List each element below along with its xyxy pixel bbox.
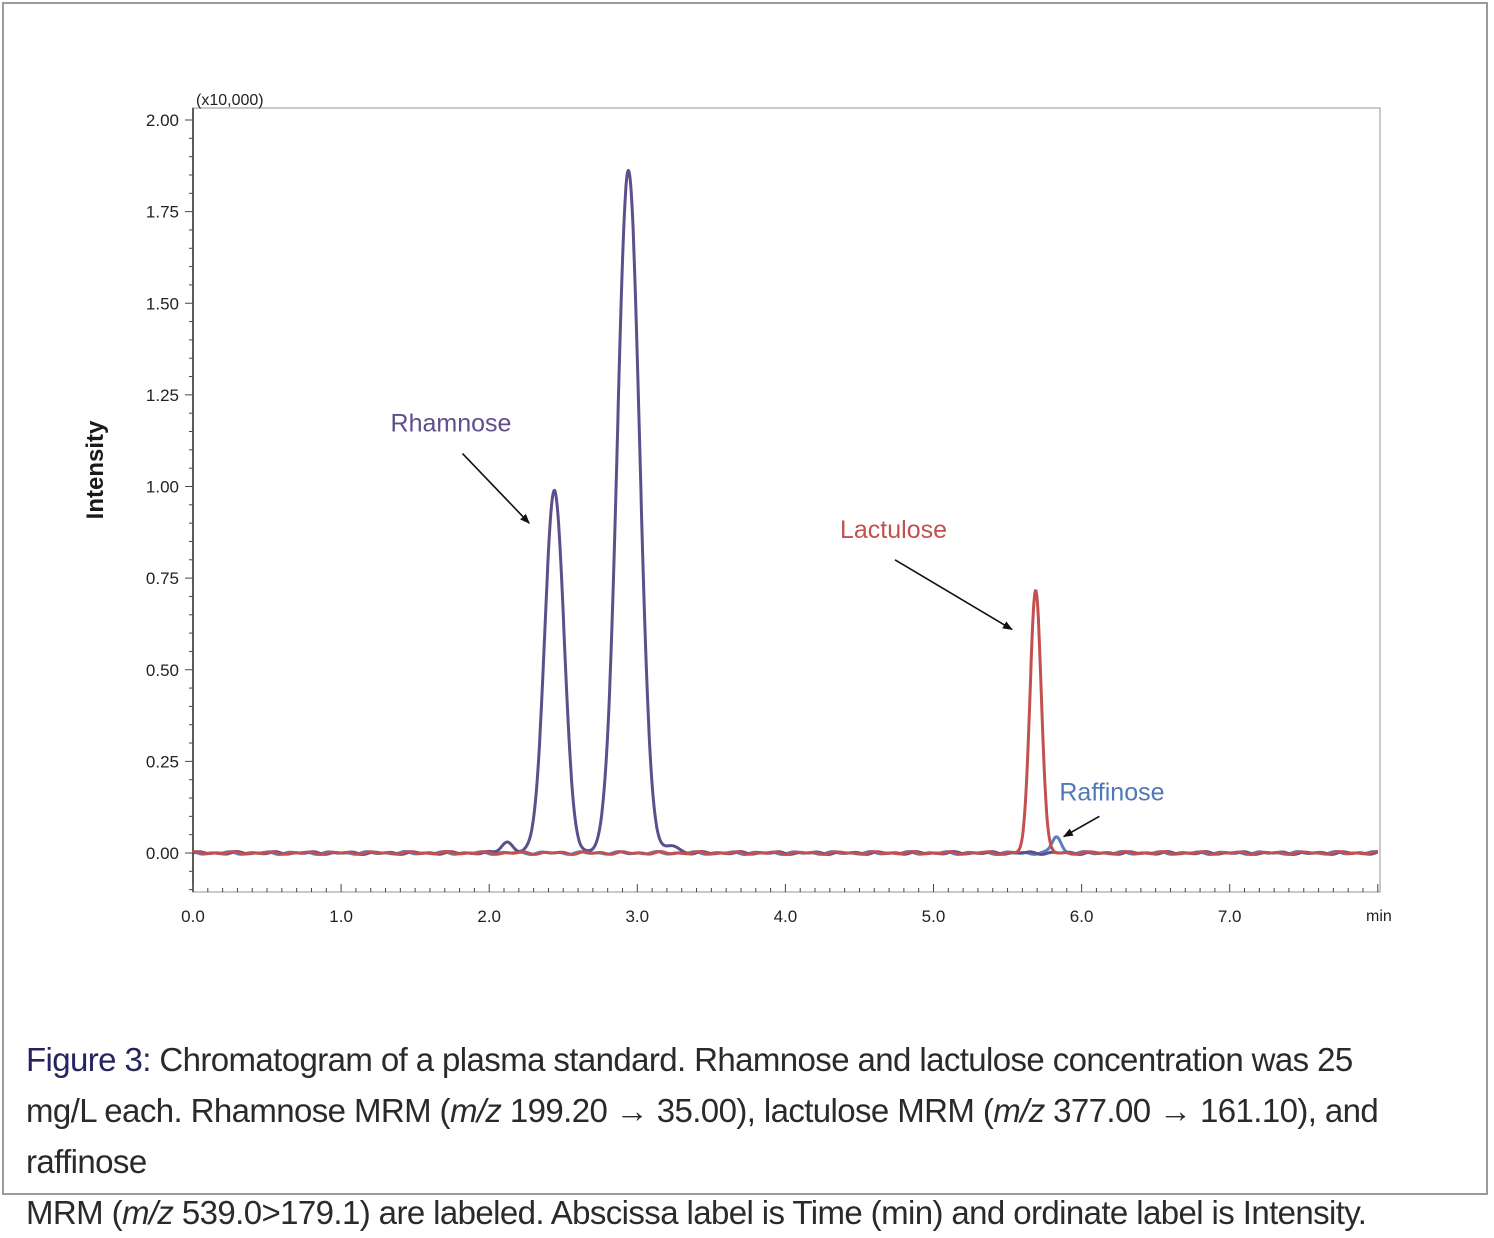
y-tick-label: 1.25 [146, 386, 179, 405]
x-tick-label: 5.0 [922, 907, 946, 926]
x-tick-label: 0.0 [181, 907, 205, 926]
y-tick-label: 1.00 [146, 478, 179, 497]
x-tick-label: 6.0 [1070, 907, 1094, 926]
series-line-rhamnose [192, 169, 1379, 856]
y-tick-label: 0.75 [146, 569, 179, 588]
plot-area [192, 107, 1381, 893]
caption-line2c: 377.00 → 161.10), and raffinose [26, 1092, 1379, 1180]
y-axis-label: Intensity [82, 420, 109, 519]
caption-line2b: 199.20 → 35.00), lactulose MRM ( [501, 1092, 994, 1129]
y-tick-label: 1.50 [146, 294, 179, 313]
caption-line3b: 539.0>179.1) are labeled. Abscissa label… [173, 1194, 1367, 1231]
annotation-label-raffinose: Raffinose [1059, 778, 1164, 806]
axis-ticks: 0.00 0.25 0.50 0.75 1.00 1.25 1.50 1.75 2.00 0.0 1… [146, 111, 1379, 926]
y-tick-label: 0.25 [146, 752, 179, 771]
annotation-label-lactulose: Lactulose [840, 516, 947, 544]
x-tick-label: 3.0 [625, 907, 649, 926]
caption-mz-3: m/z [121, 1194, 174, 1231]
y-tick-label: 0.00 [146, 844, 179, 863]
chromatogram-chart: 0.00 0.25 0.50 0.75 1.00 1.25 1.50 1.75 2.00 0.0 1… [82, 92, 1392, 926]
y-multiplier-label: (x10,000) [196, 92, 264, 109]
annotation-arrow [1062, 815, 1100, 838]
annotation-label-rhamnose: Rhamnose [391, 410, 512, 438]
x-tick-label: 7.0 [1218, 907, 1242, 926]
figure-caption: Figure 3: Chromatogram of a plasma stand… [26, 1034, 1466, 1238]
series-line-lactulose [192, 589, 1379, 856]
figure-number: Figure 3: [26, 1041, 151, 1078]
caption-mz-2: m/z [993, 1092, 1045, 1129]
x-tick-label: 1.0 [329, 907, 353, 926]
plot-border [192, 107, 1381, 893]
series-layer [192, 169, 1379, 856]
x-tick-label: 4.0 [774, 907, 798, 926]
y-tick-label: 2.00 [146, 111, 179, 130]
caption-mz-1: m/z [449, 1092, 502, 1129]
annotation-arrow [461, 452, 530, 524]
caption-line2a: mg/L each. Rhamnose MRM ( [26, 1092, 451, 1129]
y-tick-label: 0.50 [146, 661, 179, 680]
figure-frame [2, 2, 1488, 1195]
caption-line1: Chromatogram of a plasma standard. Rhamn… [150, 1041, 1353, 1078]
x-unit-label: min [1366, 908, 1392, 925]
x-tick-label: 2.0 [477, 907, 501, 926]
annotation-arrow [894, 559, 1013, 631]
y-tick-label: 1.75 [146, 203, 179, 222]
caption-line3a: MRM ( [26, 1194, 123, 1231]
annotations: Rhamnose Lactulose Raffinose [391, 410, 1165, 838]
